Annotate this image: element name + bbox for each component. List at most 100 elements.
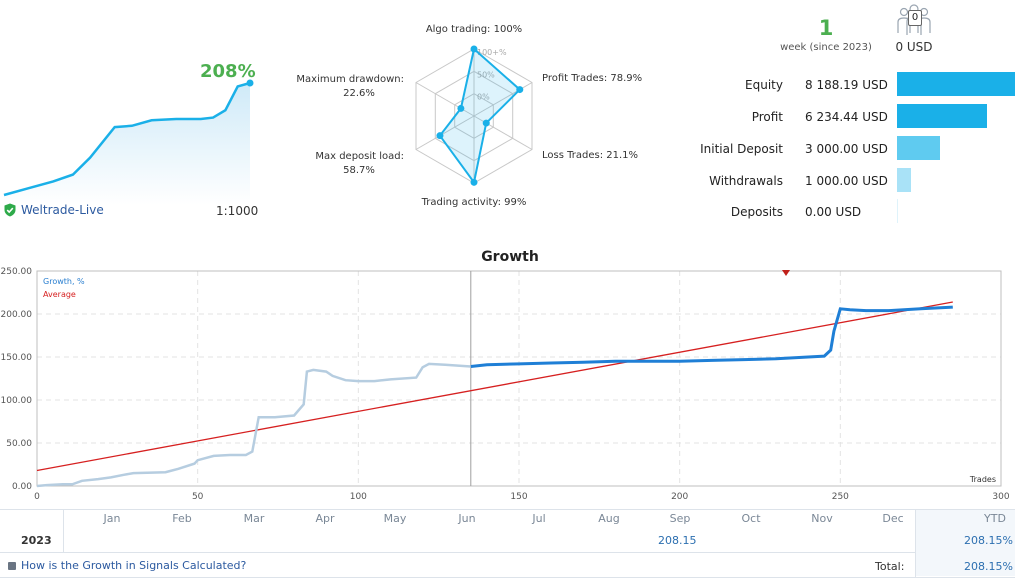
month-nov: Nov <box>811 512 833 525</box>
legend-average: Average <box>43 290 76 299</box>
sparkline-line <box>3 81 251 197</box>
month-mar: Mar <box>243 512 265 525</box>
radar-point <box>470 45 478 53</box>
radar-axis-label: Max deposit load: <box>315 151 404 162</box>
month-apr: Apr <box>315 512 335 525</box>
table-col-divider-right <box>915 509 916 577</box>
month-aug: Aug <box>598 512 620 525</box>
help-link-text: How is the Growth in Signals Calculated? <box>21 559 247 572</box>
stat-bar <box>897 104 987 128</box>
growth-summary-panel: 208% <box>0 55 260 225</box>
table-year: 2023 <box>21 534 52 547</box>
radar-axis-label: Profit Trades: 78.9% <box>542 73 642 84</box>
radar-axis-label: Loss Trades: 21.1% <box>542 150 638 161</box>
radar-point <box>470 178 478 186</box>
y-tick-label: 100.00 <box>1 396 33 406</box>
growth-sparkline <box>3 79 254 205</box>
radar-axis-label: Maximum drawdown: <box>296 74 404 85</box>
stat-label-deposits: Deposits <box>730 205 783 219</box>
subscribers-count: 0 <box>908 10 922 26</box>
total-label: Total: <box>875 560 905 573</box>
stat-label-equity: Equity <box>745 78 783 92</box>
radar-spoke <box>415 115 475 150</box>
table-top-border <box>0 509 1015 510</box>
table-row-divider <box>0 552 1015 553</box>
radar-point <box>457 104 465 112</box>
subscribers-funds: 0 USD <box>895 40 933 54</box>
legend-growth: Growth, % <box>43 277 85 286</box>
radar-axis-value: 58.7% <box>343 165 375 176</box>
weeks-label: week (since 2023) <box>780 42 872 53</box>
september-value: 208.15 <box>658 534 697 547</box>
help-link[interactable]: How is the Growth in Signals Calculated? <box>8 559 246 572</box>
total-value: 208.15% <box>964 560 1013 573</box>
growth-badge: 208% <box>200 61 256 82</box>
stat-value: 8 188.19 USD <box>805 78 888 92</box>
month-jul: Jul <box>532 512 546 525</box>
stat-label-withdrawals: Withdrawals <box>709 174 783 188</box>
y-tick-label: 50.00 <box>6 439 32 449</box>
x-axis-label: Trades <box>969 475 996 484</box>
radar-axis-label: Algo trading: 100% <box>426 24 522 35</box>
stat-value: 0.00 USD <box>805 205 862 219</box>
stat-bar <box>897 72 1015 96</box>
month-may: May <box>383 512 407 525</box>
ytd-value: 208.15% <box>964 534 1013 547</box>
x-tick-label: 300 <box>992 492 1009 502</box>
x-tick-label: 200 <box>671 492 688 502</box>
y-tick-label: 150.00 <box>1 353 33 363</box>
plot-border <box>36 270 1002 487</box>
x-tick-label: 50 <box>192 492 204 502</box>
y-tick-label: 250.00 <box>1 267 33 277</box>
table-bottom-border <box>0 577 1015 578</box>
weeks-value: 1 <box>818 16 834 40</box>
radar-axis-label: Trading activity: 99% <box>421 197 527 208</box>
y-tick-label: 0.00 <box>12 482 32 492</box>
sparkline-end-point <box>246 79 254 87</box>
broker-name: Weltrade-Live <box>21 203 104 217</box>
stat-value: 6 234.44 USD <box>805 110 888 124</box>
radar-ring-label: 0% <box>477 93 490 102</box>
stat-label-initial-deposit: Initial Deposit <box>700 142 783 156</box>
radar-point <box>516 86 524 94</box>
verified-check-icon <box>4 203 16 217</box>
x-tick-label: 250 <box>832 492 849 502</box>
stat-label-profit: Profit <box>751 110 783 124</box>
book-icon <box>8 561 16 570</box>
month-feb: Feb <box>172 512 192 525</box>
series-growth <box>470 305 953 368</box>
month-oct: Oct <box>741 512 761 525</box>
leverage: 1:1000 <box>216 204 259 218</box>
subscribers-icon: 0 <box>896 3 932 37</box>
month-jun: Jun <box>458 512 476 525</box>
series-growth-history <box>36 362 471 488</box>
series-average <box>36 301 953 472</box>
chart-title: Growth <box>481 249 539 265</box>
radar-ring-label: 50% <box>477 70 495 79</box>
x-tick-label: 100 <box>350 492 367 502</box>
table-col-divider-left <box>63 509 64 552</box>
x-tick-label: 150 <box>510 492 527 502</box>
ytd-column-bg <box>916 510 1015 576</box>
stat-value: 1 000.00 USD <box>805 174 888 188</box>
growth-chart: Growth 0.00 50.00 100.00 150.00 200.00 250.00 0… <box>1 249 1010 502</box>
x-tick-label: 0 <box>34 492 40 502</box>
radar-point <box>436 132 444 140</box>
radar-spoke <box>415 82 475 117</box>
broker-link[interactable]: Weltrade-Live <box>3 203 104 217</box>
radar-axis-value: 22.6% <box>343 88 375 99</box>
stat-value: 3 000.00 USD <box>805 142 888 156</box>
y-tick-label: 200.00 <box>1 310 33 320</box>
ytd-header: YTD <box>984 512 1006 525</box>
stat-bar <box>897 168 912 192</box>
month-sep: Sep <box>669 512 691 525</box>
radar-chart: 100+% 50% 0% Algo trading: 100% Profit Trade… <box>296 24 642 208</box>
month-jan: Jan <box>103 512 121 525</box>
stat-bar <box>897 199 898 223</box>
sparkline-fill <box>4 83 250 205</box>
radar-ring-label: 100+% <box>477 48 507 57</box>
radar-point <box>482 119 490 127</box>
event-marker <box>782 270 790 276</box>
stat-bar <box>897 136 941 160</box>
month-dec: Dec <box>882 512 904 525</box>
